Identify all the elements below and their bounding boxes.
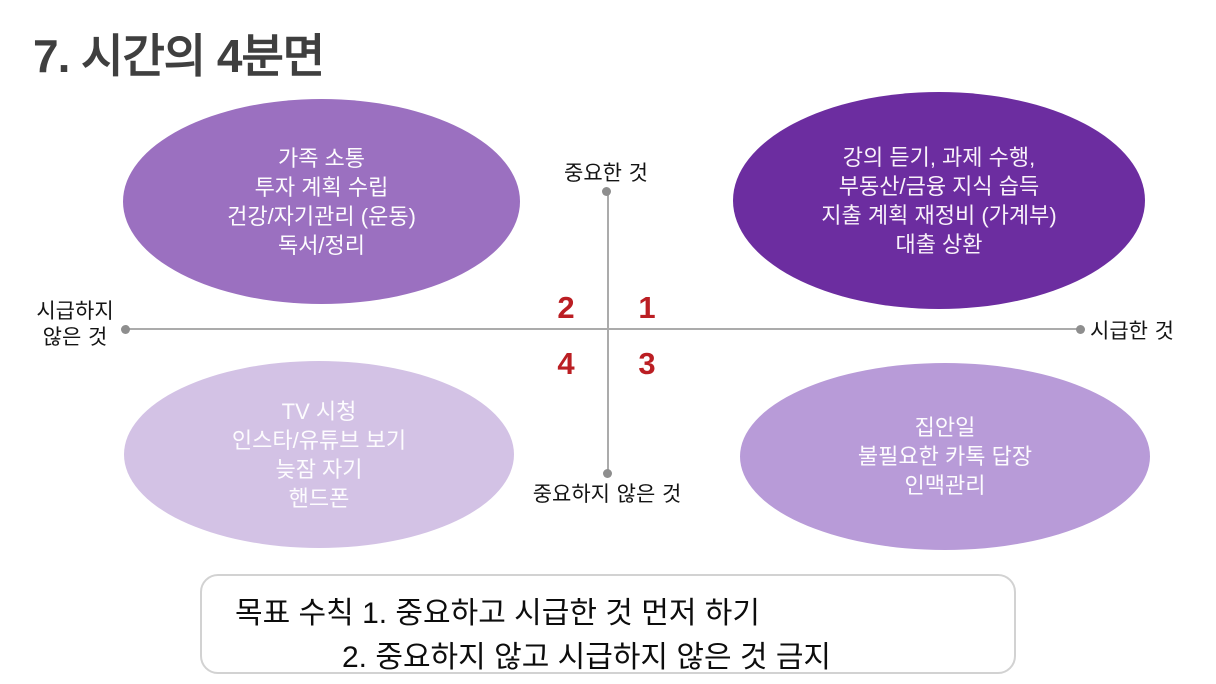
page-title: 7. 시간의 4분면: [33, 30, 325, 82]
ellipse-line: 인맥관리: [904, 473, 986, 498]
ellipse-line: 강의 듣기, 과제 수행,: [842, 144, 1036, 170]
axis-label-important: 중요한 것: [564, 161, 648, 185]
horizontal-axis-line: [125, 328, 1080, 330]
ellipse-line: 인스타/유튜브 보기: [231, 427, 407, 453]
axis-endpoint-dot-left: [121, 325, 130, 334]
ellipse-line: 대출 상환: [895, 231, 983, 257]
ellipse-not-important-not-urgent: TV 시청 인스타/유튜브 보기 늦잠 자기 핸드폰: [124, 361, 514, 548]
quadrant-number-2: 2: [557, 290, 575, 325]
goal-rule-2: 2. 중요하지 않고 시급하지 않은 것 금지: [342, 641, 832, 674]
ellipse-line: 가족 소통: [277, 145, 366, 171]
axis-label-not-important: 중요하지 않은 것: [532, 482, 682, 506]
axis-label-not-urgent-line1: 시급하지: [36, 299, 114, 323]
ellipse-line: 투자 계획 수립: [254, 174, 389, 200]
axis-endpoint-dot-bottom: [603, 469, 612, 478]
ellipse-not-important-urgent: 집안일 불필요한 카톡 답장 인맥관리: [740, 363, 1150, 550]
vertical-axis-line: [607, 193, 609, 473]
ellipse-line: 독서/정리: [277, 232, 366, 258]
axis-label-urgent: 시급한 것: [1090, 319, 1174, 343]
ellipse-important-urgent: 강의 듣기, 과제 수행, 부동산/금융 지식 습득 지출 계획 재정비 (가계…: [733, 92, 1145, 309]
ellipse-line: 건강/자기관리 (운동): [227, 203, 416, 229]
goal-rule-1: 목표 수칙 1. 중요하고 시급한 것 먼저 하기: [235, 597, 760, 630]
quadrant-number-3: 3: [638, 346, 656, 381]
axis-label-not-urgent: 시급하지 않은 것: [20, 298, 130, 350]
ellipse-line: 늦잠 자기: [275, 456, 363, 482]
ellipse-line: 집안일: [914, 415, 976, 440]
axis-label-not-urgent-line2: 않은 것: [42, 325, 108, 349]
ellipse-line: 부동산/금융 지식 습득: [838, 173, 1040, 199]
quadrant-number-4: 4: [557, 346, 575, 381]
ellipse-line: 불필요한 카톡 답장: [857, 444, 1033, 469]
ellipse-line: 지출 계획 재정비 (가계부): [821, 202, 1057, 228]
axis-endpoint-dot-top: [602, 187, 611, 196]
ellipse-important-not-urgent: 가족 소통 투자 계획 수립 건강/자기관리 (운동) 독서/정리: [123, 99, 520, 304]
goal-rules-box: 목표 수칙 1. 중요하고 시급한 것 먼저 하기 2. 중요하지 않고 시급하…: [200, 574, 1016, 674]
ellipse-line: 핸드폰: [288, 485, 350, 511]
quadrant-number-1: 1: [638, 290, 656, 325]
axis-endpoint-dot-right: [1076, 325, 1085, 334]
ellipse-line: TV 시청: [281, 398, 357, 424]
